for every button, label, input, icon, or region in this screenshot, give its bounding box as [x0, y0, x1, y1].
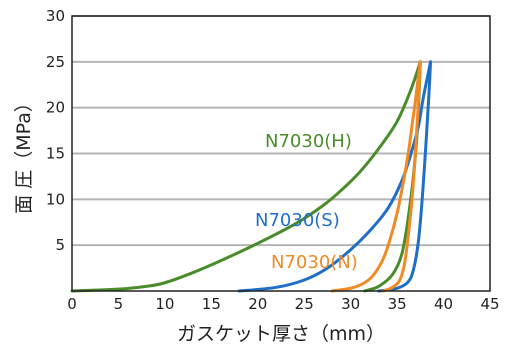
series-annotations: N7030(H) N7030(S) N7030(N): [255, 131, 358, 273]
x-tick-label: 40: [434, 295, 453, 313]
x-tick-label: 0: [67, 295, 77, 313]
x-tick-label: 15: [202, 295, 221, 313]
plot-area-frame: [71, 15, 491, 292]
y-tick-label: 10: [46, 190, 65, 208]
x-tick-label: 10: [155, 295, 174, 313]
x-tick-label: 30: [341, 295, 360, 313]
y-tick-label: 15: [46, 145, 65, 163]
series-n7030-s: [237, 60, 433, 293]
x-tick-label: 25: [295, 295, 314, 313]
series-label: N7030(N): [271, 252, 358, 273]
y-tick-label: 25: [46, 53, 65, 71]
series-n7030-n: [330, 60, 422, 293]
series-label: N7030(H): [265, 131, 352, 152]
y-tick-label: 20: [46, 99, 65, 117]
y-axis-title: 面 圧（MPa）: [13, 93, 35, 214]
y-tick-label: 30: [46, 7, 65, 25]
series-line-loading: [70, 60, 422, 293]
series-line-unloading: [381, 60, 422, 293]
x-axis-title: ガスケット厚さ（mm）: [177, 323, 385, 345]
series-line-loading: [237, 60, 433, 293]
series-line-loading: [330, 60, 422, 293]
x-tick-label: 20: [248, 295, 267, 313]
x-axis-ticks: 0 5 10 15 20 25 30 35 40 45: [67, 295, 499, 313]
series-line-unloading: [377, 60, 433, 293]
x-tick-label: 5: [114, 295, 124, 313]
x-tick-label: 35: [388, 295, 407, 313]
series-line-unloading: [363, 60, 422, 293]
y-tick-label: 5: [55, 236, 65, 254]
series-n7030-h: [70, 60, 422, 293]
x-tick-label: 45: [480, 295, 499, 313]
y-axis-ticks: 5 10 15 20 25 30: [46, 7, 65, 254]
series-label: N7030(S): [255, 210, 340, 231]
series-layer: [70, 60, 433, 293]
